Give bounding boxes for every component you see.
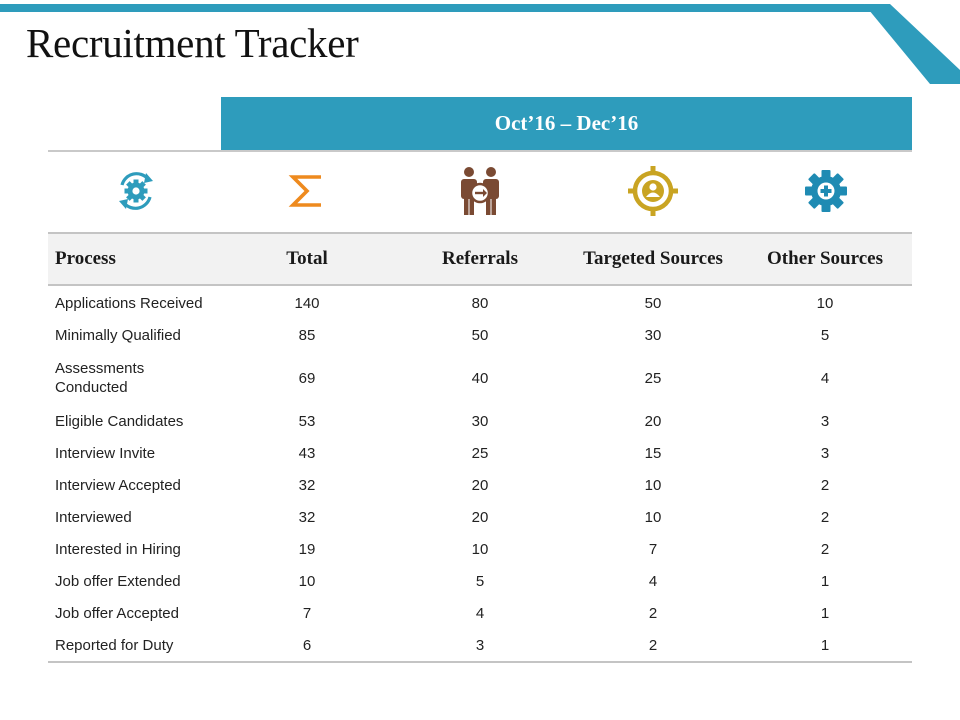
total-cell: 7	[302, 604, 312, 622]
total-cell: 140	[294, 294, 320, 312]
referrals-cell: 30	[471, 412, 489, 430]
process-cell: Interview Invite	[55, 444, 156, 462]
table-header: Process Total Referrals Targeted Sources…	[48, 232, 912, 286]
column-header-targeted-sources: Targeted Sources	[583, 248, 723, 269]
targeted-sources-cell: 20	[644, 412, 662, 430]
table-row: Job offer Accepted 7 4 2 1	[48, 597, 912, 629]
total-cell: 69	[298, 369, 316, 387]
referrals-cell: 20	[471, 508, 489, 526]
other-sources-cell: 2	[820, 540, 830, 558]
targeted-sources-cell: 2	[648, 636, 658, 654]
icon-row	[48, 152, 912, 230]
table-row: Interviewed 32 20 10 2	[48, 501, 912, 533]
referrals-cell: 25	[471, 444, 489, 462]
targeted-sources-cell: 25	[644, 369, 662, 387]
table-row: Eligible Candidates 53 30 20 3	[48, 405, 912, 437]
referrals-cell: 3	[475, 636, 485, 654]
process-cell: Interview Accepted	[55, 476, 181, 494]
table-row: Reported for Duty 6 3 2 1	[48, 629, 912, 661]
column-header-process: Process	[55, 248, 116, 269]
targeted-sources-cell: 2	[648, 604, 658, 622]
other-sources-cell: 2	[820, 476, 830, 494]
process-cell: Interviewed	[55, 508, 132, 526]
process-cell: Interested in Hiring	[55, 540, 181, 558]
process-cell: Eligible Candidates	[55, 412, 184, 430]
target-person-icon	[613, 152, 693, 230]
other-sources-cell: 3	[820, 412, 830, 430]
referrals-cell: 50	[471, 326, 489, 344]
total-cell: 43	[298, 444, 316, 462]
table-row: Assessments Conducted 69 40 25 4	[48, 351, 912, 405]
process-cell: Reported for Duty	[55, 636, 174, 654]
column-header-referrals: Referrals	[442, 248, 518, 269]
recruitment-table-body: Applications Received 140 80 50 10 Minimally …	[48, 287, 912, 663]
process-cell: Job offer Accepted	[55, 604, 179, 622]
other-sources-cell: 4	[820, 369, 830, 387]
top-accent-bar	[0, 4, 960, 84]
targeted-sources-cell: 10	[644, 508, 662, 526]
gear-plus-icon	[786, 152, 866, 230]
total-cell: 32	[298, 476, 316, 494]
total-cell: 10	[298, 572, 316, 590]
people-arrow-icon	[440, 152, 520, 230]
targeted-sources-cell: 15	[644, 444, 662, 462]
other-sources-cell: 1	[820, 636, 830, 654]
other-sources-cell: 1	[820, 572, 830, 590]
targeted-sources-cell: 50	[644, 294, 662, 312]
page-title: Recruitment Tracker	[26, 20, 359, 66]
process-cell: Applications Received	[55, 294, 203, 312]
referrals-cell: 20	[471, 476, 489, 494]
table-row: Interview Invite 43 25 15 3	[48, 437, 912, 469]
referrals-cell: 40	[471, 369, 489, 387]
referrals-cell: 10	[471, 540, 489, 558]
table-row: Interview Accepted 32 20 10 2	[48, 469, 912, 501]
total-cell: 6	[302, 636, 312, 654]
targeted-sources-cell: 30	[644, 326, 662, 344]
table-row: Minimally Qualified 85 50 30 5	[48, 319, 912, 351]
period-header: Oct’16 – Dec’16	[221, 97, 912, 150]
total-cell: 85	[298, 326, 316, 344]
divider	[48, 150, 912, 152]
process-cell: Assessments Conducted	[55, 360, 145, 396]
process-cell: Minimally Qualified	[55, 326, 181, 344]
total-cell: 32	[298, 508, 316, 526]
other-sources-cell: 2	[820, 508, 830, 526]
referrals-cell: 4	[475, 604, 485, 622]
table-row: Applications Received 140 80 50 10	[48, 287, 912, 319]
other-sources-cell: 1	[820, 604, 830, 622]
referrals-cell: 5	[475, 572, 485, 590]
total-cell: 53	[298, 412, 316, 430]
cycle-gear-icon	[96, 152, 176, 230]
total-cell: 19	[298, 540, 316, 558]
column-header-total: Total	[286, 248, 328, 269]
referrals-cell: 80	[471, 294, 489, 312]
process-cell: Job offer Extended	[55, 572, 181, 590]
other-sources-cell: 5	[820, 326, 830, 344]
period-label: Oct’16 – Dec’16	[494, 111, 639, 135]
sigma-icon	[267, 152, 347, 230]
table-row: Interested in Hiring 19 10 7 2	[48, 533, 912, 565]
table-row: Job offer Extended 10 5 4 1	[48, 565, 912, 597]
targeted-sources-cell: 10	[644, 476, 662, 494]
targeted-sources-cell: 7	[648, 540, 658, 558]
other-sources-cell: 3	[820, 444, 830, 462]
other-sources-cell: 10	[816, 294, 834, 312]
column-header-other-sources: Other Sources	[767, 248, 883, 269]
targeted-sources-cell: 4	[648, 572, 658, 590]
